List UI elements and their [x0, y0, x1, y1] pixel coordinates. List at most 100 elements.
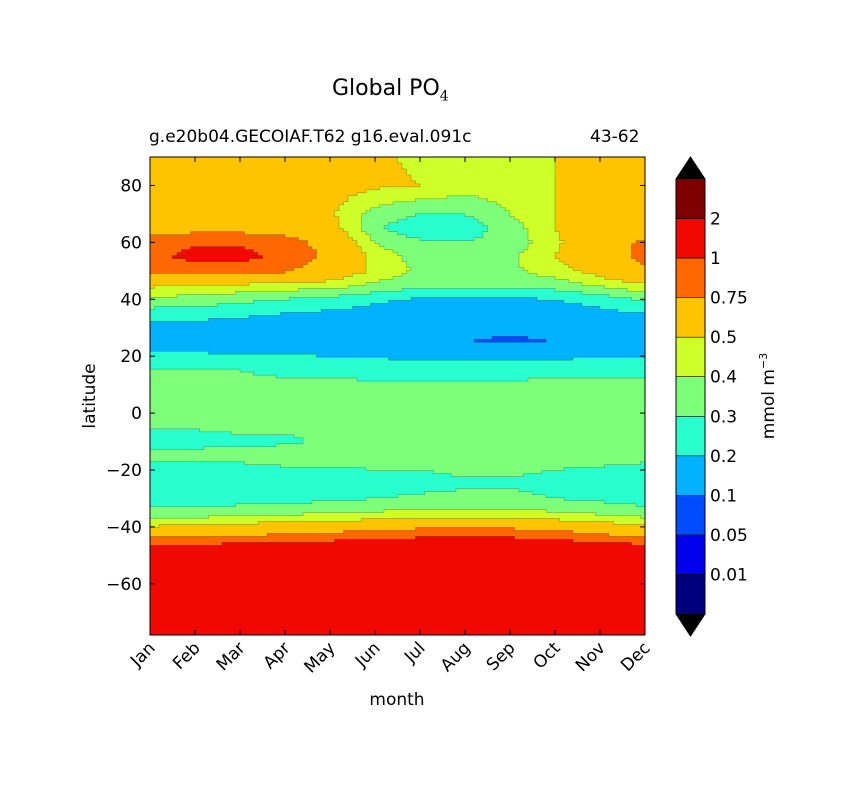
- contour-cell: [150, 330, 645, 334]
- contour-cell: [150, 590, 645, 594]
- contour-cell: [150, 228, 345, 233]
- contour-cell: [406, 261, 520, 266]
- contour-cell: [150, 626, 645, 630]
- contour-cell: [312, 500, 606, 505]
- contour-cell: [487, 198, 556, 203]
- contour-cell: [406, 270, 529, 275]
- contour-cell: [514, 536, 645, 540]
- contour-cell: [150, 312, 282, 316]
- contour-cell: [366, 189, 556, 194]
- contour-cell: [150, 569, 645, 573]
- chart-title-subscript: 4: [439, 88, 449, 105]
- contour-cell: [339, 222, 363, 227]
- contour-cell: [366, 497, 565, 502]
- colorbar-extend-low: [676, 614, 705, 636]
- contour-cell: [150, 396, 645, 400]
- contour-cell: [573, 530, 645, 535]
- contour-cell: [388, 222, 484, 227]
- y-tick-label: −20: [106, 461, 142, 481]
- contour-cell: [631, 297, 645, 301]
- contour-cell: [150, 629, 645, 633]
- colorbar-outline: [675, 156, 706, 637]
- contour-cell: [370, 291, 583, 296]
- contour-cell: [555, 219, 645, 224]
- contour-cell: [244, 246, 313, 251]
- contour-cell: [150, 216, 340, 221]
- contour-cell: [150, 225, 340, 230]
- contour-cell: [343, 228, 363, 233]
- contour-cell: [181, 249, 255, 254]
- contour-cell: [150, 363, 645, 367]
- contour-cell: [523, 249, 561, 254]
- contour-cell: [559, 518, 645, 523]
- contour-cell: [150, 527, 417, 532]
- contour-cell: [244, 461, 642, 466]
- contour-cell: [379, 204, 502, 209]
- contour-cell: [411, 174, 556, 179]
- contour-cell: [528, 237, 561, 242]
- contour-cell: [564, 300, 645, 304]
- contour-cell: [150, 479, 645, 484]
- contour-cell: [150, 168, 408, 173]
- contour-cell: [150, 294, 178, 299]
- colorbar-tick-label: 0.75: [710, 289, 748, 309]
- contour-cell: [150, 177, 412, 182]
- contour-cell: [361, 228, 390, 233]
- contour-cell: [555, 162, 645, 167]
- contour-cell: [379, 243, 529, 248]
- contour-cell: [208, 351, 645, 355]
- contour-cell: [150, 327, 645, 331]
- contour-cell: [573, 539, 645, 543]
- contour-cell: [150, 189, 367, 194]
- contour-cell: [555, 201, 645, 206]
- contour-cell: [402, 288, 556, 293]
- colorbar-swatch: [676, 258, 705, 298]
- contour-cell: [528, 231, 561, 236]
- contour-cell: [370, 303, 583, 307]
- contour-cell: [249, 315, 645, 319]
- contour-cell: [150, 384, 645, 388]
- y-tick-label: 40: [120, 290, 142, 310]
- contour-cell: [555, 192, 645, 197]
- contour-cell: [523, 267, 574, 272]
- contour-cell: [366, 231, 399, 236]
- contour-cell: [249, 282, 367, 287]
- contour-cell: [366, 264, 408, 269]
- contour-cell: [334, 213, 363, 218]
- colorbar-tick-label: 0.01: [710, 565, 748, 585]
- contour-cell: [150, 318, 210, 322]
- contour-cell: [150, 369, 241, 373]
- y-tick-label: 60: [120, 233, 142, 253]
- contour-cell: [150, 234, 286, 239]
- contour-cell: [150, 210, 336, 215]
- contour-cell: [411, 267, 525, 272]
- contour-cell: [402, 162, 556, 167]
- contour-cell: [334, 539, 574, 543]
- contour-cell: [150, 372, 255, 376]
- y-axis-label: latitude: [80, 363, 100, 428]
- contour-cell: [150, 404, 645, 409]
- contour-cell: [150, 351, 210, 355]
- contour-cell: [150, 381, 645, 385]
- contour-cell: [150, 306, 156, 310]
- contour-cell: [492, 336, 529, 340]
- contour-cell: [276, 443, 645, 448]
- contour-cell: [604, 276, 645, 281]
- contour-cell: [402, 258, 520, 263]
- contour-cell: [150, 366, 645, 370]
- contour-cell: [366, 270, 408, 275]
- contour-cell: [366, 258, 403, 263]
- contour-cell: [150, 521, 259, 526]
- contour-cell: [604, 500, 645, 505]
- contour-cell: [150, 560, 645, 564]
- contour-cell: [528, 246, 561, 251]
- contour-cell: [150, 198, 349, 203]
- contour-cell: [150, 440, 304, 445]
- contour-cell: [150, 285, 156, 290]
- contour-cell: [609, 294, 645, 299]
- contour-cell: [415, 180, 556, 185]
- contour-cell: [406, 234, 484, 239]
- contour-cell: [406, 216, 475, 221]
- contour-cell: [366, 255, 403, 260]
- contour-cell: [361, 246, 385, 251]
